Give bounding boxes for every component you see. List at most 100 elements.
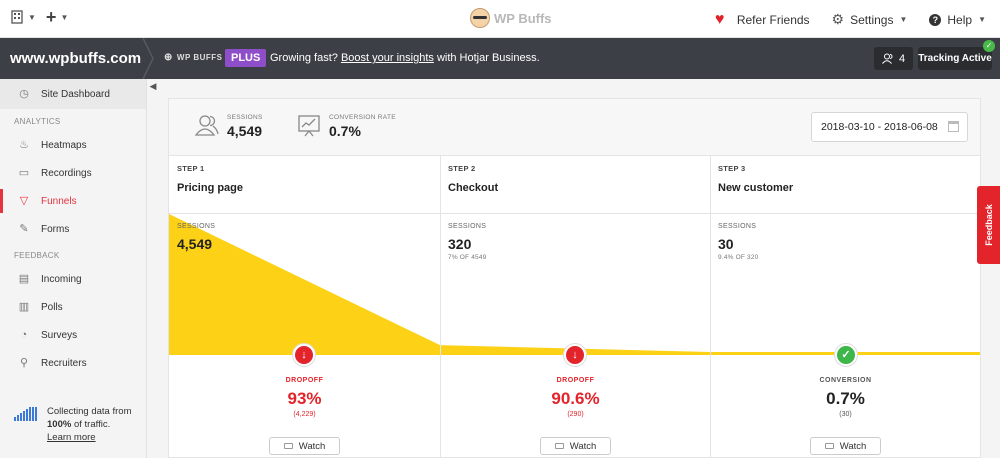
sessions-value: 30 (718, 236, 734, 252)
watch-button-step-1[interactable]: Watch (269, 437, 340, 455)
chevron-down-icon: ▼ (28, 12, 36, 22)
sidebar-item-recordings[interactable]: ▭ Recordings (0, 159, 146, 187)
search-user-icon: ⚲ (19, 357, 29, 369)
promo-suffix: with Hotjar Business. (436, 52, 540, 64)
watch-button-step-2[interactable]: Watch (540, 437, 611, 455)
step-label: STEP 1 (177, 164, 205, 173)
video-camera-icon (554, 443, 564, 449)
video-camera-icon (824, 443, 834, 449)
sidebar-item-label: Funnels (41, 195, 77, 207)
add-menu[interactable]: + ▼ (45, 7, 69, 27)
dropoff-arrow-icon: ↓ (293, 344, 315, 366)
sidebar-item-site-dashboard[interactable]: ◷ Site Dashboard (0, 79, 146, 109)
chevron-down-icon: ▼ (60, 12, 69, 22)
dropoff-arrow-icon: ↓ (564, 344, 586, 366)
help-label: Help (947, 12, 973, 27)
sidebar-item-label: Heatmaps (41, 139, 87, 151)
sessions-label: SESSIONS (177, 223, 216, 230)
heart-icon: ♥ (714, 10, 725, 28)
sessions-subtext: 7% OF 4549 (448, 254, 487, 261)
feedback-tab[interactable] (977, 186, 1000, 264)
collapse-sidebar-icon[interactable]: ◀ (149, 81, 157, 91)
site-name[interactable]: www.wpbuffs.com (10, 50, 142, 67)
form-edit-icon: ✎ (19, 223, 29, 235)
help-menu[interactable]: ? Help ▼ (929, 13, 986, 27)
step-3-result: CONVERSION 0.7% (30) (710, 377, 981, 418)
brand-logo[interactable]: WP Buffs (470, 8, 552, 28)
users-icon (195, 115, 219, 136)
watch-button-step-3[interactable]: Watch (810, 437, 881, 455)
result-value: 90.6% (551, 389, 600, 408)
sidebar-item-incoming[interactable]: ▤ Incoming (0, 265, 146, 293)
top-bar: ▼ + ▼ WP Buffs ♥ Refer Friends ⚙ Setting… (0, 0, 1000, 38)
result-value: 0.7% (826, 389, 865, 408)
sidebar-item-label: Surveys (41, 329, 78, 341)
sidebar-item-polls[interactable]: ▥ Polls (0, 293, 146, 321)
step-name[interactable]: Pricing page (177, 182, 244, 194)
sidebar-item-label: Forms (41, 223, 70, 235)
step-name[interactable]: New customer (718, 182, 794, 194)
video-camera-icon: ▭ (18, 167, 30, 179)
plus-icon: + (45, 7, 57, 27)
buff-face-icon (470, 8, 490, 28)
sessions-label: SESSIONS (227, 114, 263, 121)
sidebar-item-funnels[interactable]: ▽ Funnels (0, 187, 146, 215)
sidebar-item-label: Incoming (41, 273, 82, 285)
sidebar-item-surveys[interactable]: ◔ Surveys (0, 321, 146, 349)
learn-more-link[interactable]: Learn more (47, 432, 96, 443)
step-1-header: STEP 1 Pricing page (169, 156, 440, 214)
brand-mark: ⊕ WP BUFFS (164, 52, 223, 63)
survey-icon: ◔ (20, 329, 28, 341)
funnel-steps-header: STEP 1 Pricing page STEP 2 Checkout STEP… (169, 156, 980, 214)
settings-menu[interactable]: ⚙ Settings ▼ (832, 11, 908, 28)
sidebar-item-label: Polls (41, 301, 63, 313)
brand-mark-icon: ⊕ (164, 52, 173, 63)
step-label: STEP 2 (448, 164, 476, 173)
step-2-sessions: SESSIONS 320 7% OF 4549 (448, 223, 487, 261)
refer-friends-link[interactable]: ♥ Refer Friends (714, 10, 810, 28)
result-label: DROPOFF (556, 377, 595, 384)
sessions-value: 4,549 (177, 236, 213, 252)
video-camera-icon (283, 443, 293, 449)
sessions-stat: SESSIONS 4,549 (195, 113, 263, 139)
sidebar-item-forms[interactable]: ✎ Forms (0, 215, 146, 243)
users-icon (882, 53, 893, 64)
collection-line2: of traffic. (73, 419, 111, 430)
sessions-label: SESSIONS (448, 223, 487, 230)
plan-badge: PLUS (225, 49, 267, 67)
collection-text: Collecting data from 100% of traffic. Le… (47, 405, 131, 444)
result-label: CONVERSION (819, 377, 872, 384)
sites-menu[interactable]: ▼ (10, 10, 36, 24)
sidebar-item-label: Site Dashboard (41, 88, 110, 100)
step-1-result: DROPOFF 93% (4,229) (169, 377, 440, 418)
date-range-value: 2018-03-10 - 2018-06-08 (821, 121, 938, 133)
building-icon (11, 10, 23, 24)
site-bar: www.wpbuffs.com ⊕ WP BUFFS PLUS Growing … (0, 38, 1000, 79)
promo-prefix: Growing fast? (270, 52, 338, 64)
flame-icon: ♨ (19, 139, 29, 151)
tracking-status-button[interactable]: Tracking Active (918, 47, 992, 70)
funnel-graphic (169, 214, 980, 355)
chevron-down-icon: ▼ (978, 15, 986, 24)
team-members-button[interactable]: 4 (874, 47, 913, 70)
conversion-rate-stat: CONVERSION RATE 0.7% (297, 113, 396, 139)
funnel-area (169, 214, 980, 355)
brand-mark-label: WP BUFFS (176, 53, 223, 62)
step-name[interactable]: Checkout (448, 182, 499, 194)
team-count: 4 (898, 52, 906, 65)
result-subtext: (30) (839, 411, 852, 418)
gear-icon: ⚙ (831, 11, 845, 27)
sidebar-item-heatmaps[interactable]: ♨ Heatmaps (0, 131, 146, 159)
date-range-picker[interactable]: 2018-03-10 - 2018-06-08 (811, 112, 968, 142)
watch-label: Watch (569, 440, 597, 452)
result-label: DROPOFF (285, 377, 324, 384)
conversion-rate-label: CONVERSION RATE (329, 114, 396, 121)
chart-trend-icon (298, 115, 320, 137)
data-collection-note: Collecting data from 100% of traffic. Le… (14, 405, 131, 444)
boost-insights-link[interactable]: Boost your insights (340, 52, 434, 64)
sidebar-item-recruiters[interactable]: ⚲ Recruiters (0, 349, 146, 377)
conversion-rate-value: 0.7% (329, 123, 361, 139)
funnel-card: SESSIONS 4,549 CONVERSION RATE 0.7% 2018… (168, 98, 981, 458)
feedback-label: Feedback (983, 204, 994, 246)
sidebar-item-label: Recruiters (41, 357, 87, 369)
